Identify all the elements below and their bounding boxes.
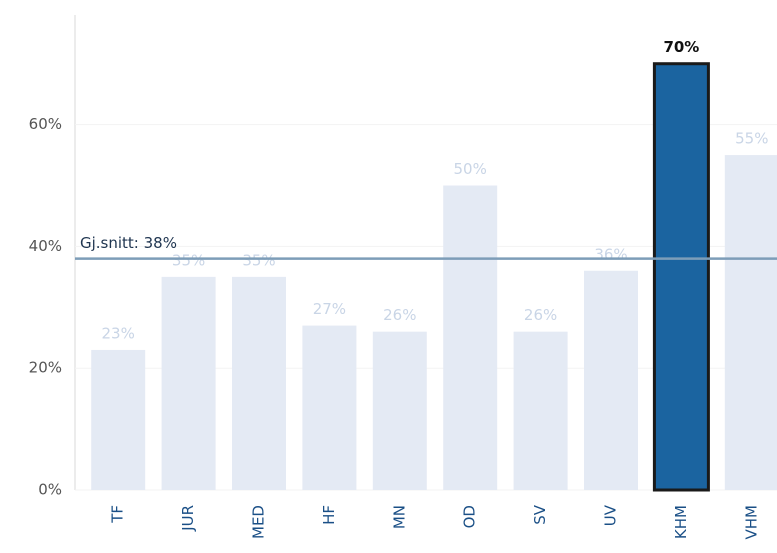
x-tick-label: SV [531, 504, 549, 525]
value-label: 35% [172, 251, 205, 269]
bar [513, 331, 568, 490]
value-label: 26% [524, 306, 557, 324]
value-label: 70% [663, 38, 699, 56]
value-label: 27% [313, 300, 346, 318]
bar [91, 349, 146, 490]
bar [724, 155, 777, 491]
bar [232, 276, 286, 490]
value-label: 23% [102, 324, 135, 342]
value-label: 55% [735, 130, 768, 148]
bar [372, 331, 427, 490]
x-tick-label: MED [250, 505, 268, 539]
value-label: 26% [383, 306, 416, 324]
average-label: Gj.snitt: 38% [80, 234, 177, 252]
bar [584, 270, 638, 490]
x-tick-label: MN [390, 505, 408, 529]
y-tick-label: 60% [29, 115, 62, 133]
x-tick-label: TF [109, 505, 127, 524]
x-tick-label: UV [602, 504, 620, 526]
x-tick-label: VHM [742, 505, 760, 539]
bar [443, 185, 498, 490]
value-label: 36% [594, 245, 627, 263]
x-tick-label: HF [320, 505, 338, 525]
x-tick-label: OD [461, 505, 479, 528]
y-tick-label: 0% [38, 481, 62, 499]
y-tick-label: 40% [29, 237, 62, 255]
bar [302, 325, 357, 490]
x-tick-label: KHM [672, 505, 690, 539]
value-label: 35% [242, 251, 275, 269]
y-tick-label: 20% [29, 359, 62, 377]
x-tick-label: JUR [179, 505, 197, 532]
bar [161, 276, 216, 490]
bar [652, 62, 710, 492]
value-label: 50% [454, 160, 487, 178]
